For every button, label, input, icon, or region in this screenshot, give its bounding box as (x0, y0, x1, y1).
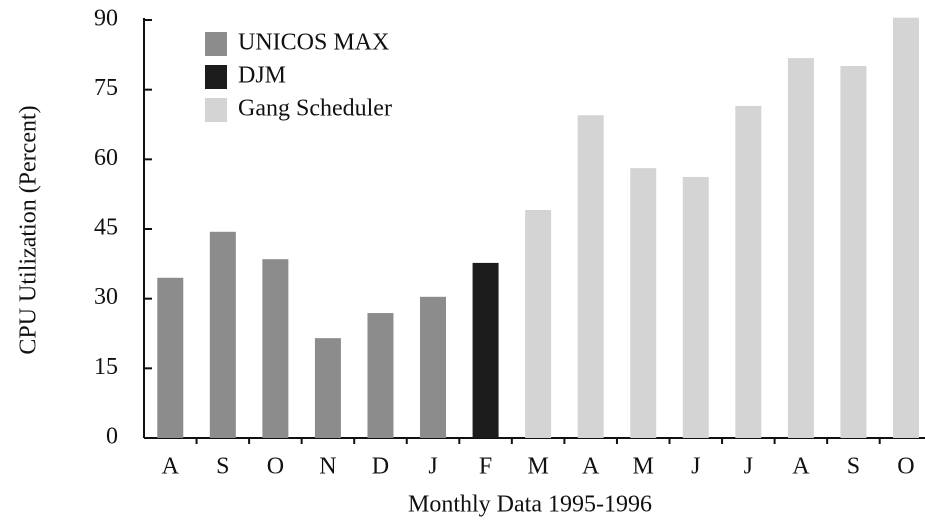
bar (157, 277, 184, 438)
y-tick-label: 0 (106, 424, 118, 450)
y-tick-label: 30 (94, 284, 118, 310)
legend-label: Gang Scheduler (238, 96, 392, 122)
bar (472, 262, 499, 438)
legend-swatch (205, 32, 227, 56)
x-tick-label: J (428, 454, 437, 480)
bar (840, 65, 867, 438)
x-tick-label: J (691, 454, 700, 480)
bar (630, 168, 657, 438)
x-tick-label: A (162, 454, 180, 480)
x-tick-label: N (319, 454, 336, 480)
x-tick-label: S (216, 454, 229, 480)
legend-label: UNICOS MAX (238, 30, 389, 56)
x-tick-label: O (267, 454, 284, 480)
bar (892, 17, 919, 439)
x-tick-label: M (633, 454, 654, 480)
x-tick-label: A (582, 454, 600, 480)
y-tick-label: 75 (94, 75, 118, 101)
x-tick-label: A (792, 454, 810, 480)
bar (682, 176, 709, 438)
bar (314, 338, 341, 438)
y-tick-label: 45 (94, 215, 118, 241)
y-tick-label: 60 (94, 145, 118, 171)
bar (262, 259, 289, 438)
bar (787, 58, 814, 439)
bar (525, 209, 552, 438)
bar (577, 115, 604, 438)
x-tick-label: M (527, 454, 548, 480)
y-tick-label: 15 (94, 354, 118, 380)
x-tick-label: O (897, 454, 914, 480)
x-tick-label: J (744, 454, 753, 480)
x-axis-title: Monthly Data 1995-1996 (408, 492, 652, 518)
bar (209, 231, 236, 438)
legend-label: DJM (238, 63, 286, 89)
x-tick-label: F (479, 454, 492, 480)
y-axis-title: CPU Utilization (Percent) (16, 105, 42, 354)
x-tick-label: S (847, 454, 860, 480)
legend-swatch (205, 65, 227, 89)
y-tick-label: 90 (94, 6, 118, 32)
legend-swatch (205, 98, 227, 122)
bar (735, 105, 762, 438)
bar (420, 296, 447, 438)
x-tick-label: D (372, 454, 389, 480)
bar (367, 313, 394, 438)
